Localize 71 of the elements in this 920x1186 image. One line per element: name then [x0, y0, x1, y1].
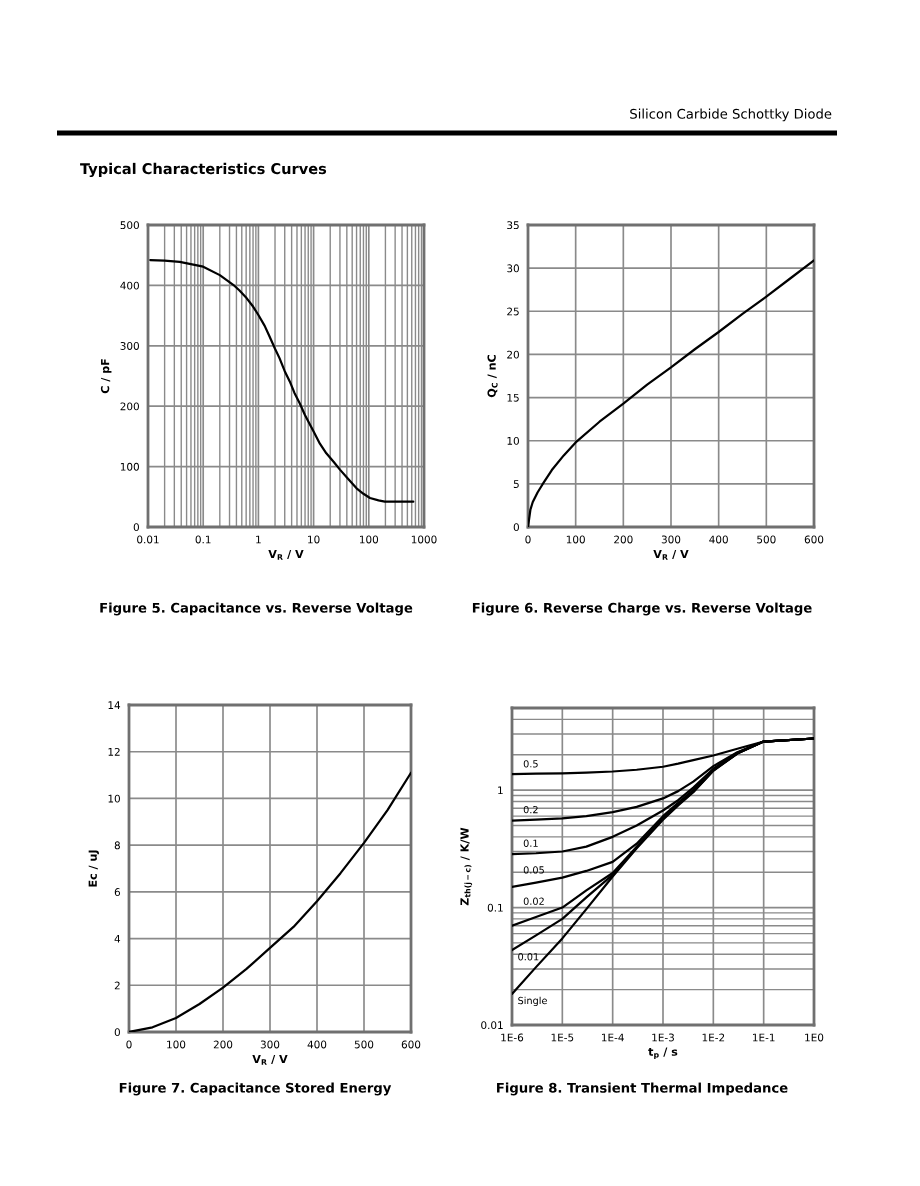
y-tick-label: 0.1 [487, 903, 503, 912]
x-axis-title: V$_{R}$ / V [252, 1054, 288, 1065]
y-tick-label: 6 [114, 888, 121, 896]
x-tick-label: 1000 [411, 535, 437, 544]
y-tick-label: 5 [513, 480, 519, 488]
y-tick-label: 100 [120, 462, 139, 471]
series-label: 0.5 [523, 760, 538, 768]
y-axis-title: Z$_{th(j−c)}$ / K/W [460, 827, 473, 906]
x-tick-label: 1E-4 [602, 1033, 624, 1042]
series-label: 0.02 [523, 897, 544, 905]
x-tick-label: 1E-5 [551, 1033, 574, 1042]
y-tick-label: 500 [120, 221, 139, 230]
y-tick-label: 30 [507, 264, 519, 273]
y-tick-label: 0 [133, 523, 139, 532]
series-label: 0.05 [523, 866, 544, 874]
series-label: 0.1 [523, 839, 538, 847]
y-tick-label: 0 [513, 523, 519, 532]
x-axis-title: V$_{R}$ / V [268, 549, 304, 560]
x-tick-label: 400 [709, 535, 728, 544]
x-tick-label: 1E-1 [753, 1033, 775, 1042]
y-tick-label: 300 [120, 342, 139, 350]
x-tick-label: 300 [661, 535, 681, 544]
y-tick-label: 35 [507, 221, 519, 230]
x-tick-label: 0.1 [195, 535, 211, 544]
text: Silicon Carbide Schottky Diode [630, 108, 832, 122]
series-label: Single [518, 996, 547, 1007]
text: Figure 6. Reverse Charge vs. Reverse Voltage [472, 602, 812, 616]
x-tick-label: 500 [757, 535, 776, 544]
x-tick-label: 200 [614, 535, 633, 544]
x-tick-label: 0 [525, 535, 531, 544]
y-tick-label: 10 [507, 436, 519, 445]
x-tick-label: 1E-3 [652, 1033, 674, 1042]
text: Figure 5. Capacitance vs. Reverse Voltage [100, 602, 413, 616]
text: Typical Characteristics Curves [80, 162, 327, 178]
x-tick-label: 10 [308, 535, 320, 544]
x-tick-label: 100 [360, 535, 379, 544]
x-tick-label: 100 [566, 535, 585, 544]
x-tick-label: 400 [307, 1040, 327, 1049]
y-tick-label: 20 [507, 350, 519, 359]
text: Figure 8. Transient Thermal Impedance [497, 1082, 788, 1096]
x-axis-title: V$_{R}$ / V [653, 549, 689, 560]
x-tick-label: 1E-2 [702, 1033, 725, 1042]
y-tick-label: 14 [108, 701, 121, 709]
y-tick-label: 4 [114, 934, 121, 943]
y-tick-label: 15 [507, 393, 519, 402]
y-tick-label: 0.01 [481, 1021, 503, 1030]
x-tick-label: 0.01 [137, 535, 159, 544]
x-tick-label: 100 [167, 1040, 186, 1049]
x-tick-label: 600 [401, 1040, 421, 1049]
x-tick-label: 300 [260, 1040, 280, 1049]
y-tick-label: 10 [108, 794, 120, 803]
text: Figure 7. Capacitance Stored Energy [119, 1082, 392, 1096]
y-tick-label: 200 [120, 402, 139, 411]
x-tick-label: 1 [256, 535, 261, 544]
series-label: 0.2 [523, 805, 538, 814]
series-label: 0.01 [518, 953, 539, 961]
x-axis-title: t$_{p}$ / s [648, 1047, 678, 1060]
x-tick-label: 500 [354, 1040, 374, 1049]
x-tick-label: 1E0 [805, 1033, 824, 1042]
y-tick-label: 8 [114, 841, 120, 850]
y-tick-label: 25 [507, 307, 519, 316]
x-tick-label: 1E-6 [501, 1033, 524, 1042]
y-tick-label: 400 [120, 281, 139, 290]
y-axis-title: Q$_{C}$ / nC [487, 355, 498, 398]
x-tick-label: 200 [213, 1040, 233, 1049]
y-tick-label: 2 [114, 981, 120, 990]
x-tick-label: 600 [804, 535, 824, 544]
y-tick-label: 12 [108, 747, 120, 756]
y-axis-title: C / pF [100, 359, 112, 394]
y-axis-title: Ec / uJ [88, 850, 99, 887]
y-tick-label: 1 [498, 786, 503, 795]
